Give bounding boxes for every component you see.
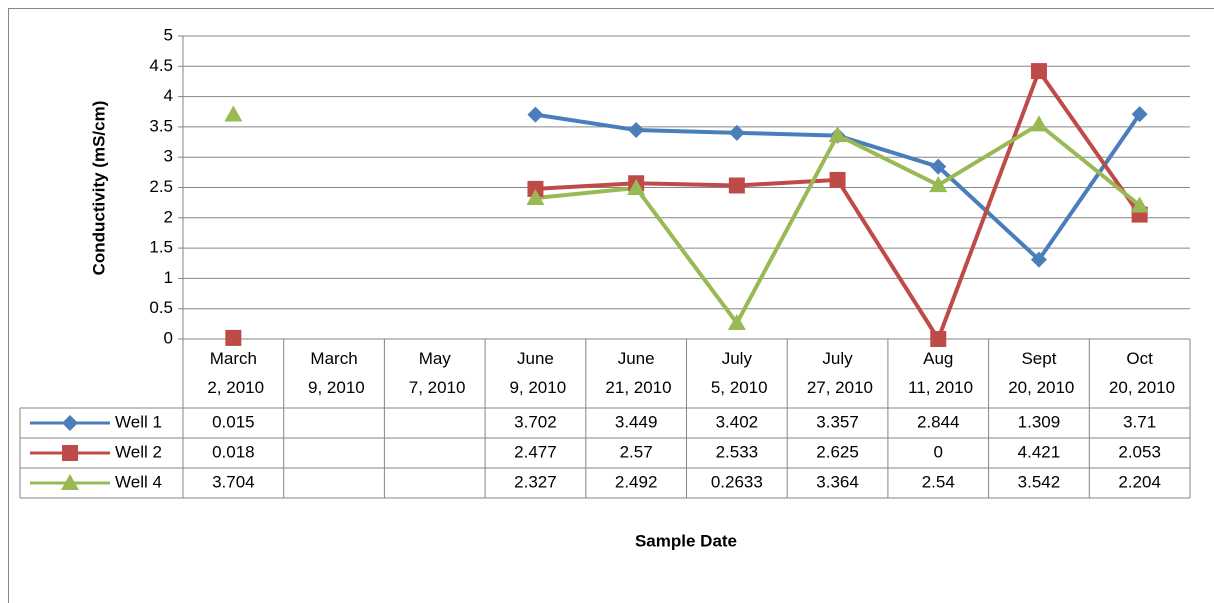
marker [929,176,948,193]
marker [829,171,846,188]
table-value: 0.2633 [711,472,763,491]
y-tick-label: 4.5 [149,56,173,75]
marker [62,445,78,461]
x-axis-title: Sample Date [635,531,737,550]
table-value: 3.357 [816,412,859,431]
marker [828,126,847,143]
marker [1130,196,1149,213]
y-tick-label: 2.5 [149,177,173,196]
y-tick-label: 5 [164,25,173,44]
marker [224,105,243,122]
y-tick-label: 1.5 [149,238,173,257]
x-tick-label: May 7, 2010 [404,349,465,397]
y-axis-title: Conductivity (mS/cm) [89,101,108,276]
x-tick-label: June 21, 2010 [601,349,672,397]
table-value: 3.71 [1123,412,1156,431]
table-value: 3.542 [1018,472,1061,491]
marker [225,329,242,346]
table-value: 2.844 [917,412,960,431]
marker [1030,251,1047,268]
chart-border [8,8,1214,603]
marker [628,121,645,138]
table-value: 2.57 [620,442,653,461]
x-tick-label: March 2, 2010 [203,349,264,397]
x-tick-label: June 9, 2010 [505,349,566,397]
y-tick-label: 3 [164,147,173,166]
marker [62,415,78,431]
table-value: 0.015 [212,412,255,431]
table-value: 4.421 [1018,442,1061,461]
table-value: 2.053 [1118,442,1161,461]
x-tick-label: Oct 20, 2010 [1104,349,1175,397]
marker [526,188,545,205]
table-value: 2.477 [514,442,557,461]
table-value: 2.492 [615,472,658,491]
marker [728,124,745,141]
table-value: 3.449 [615,412,658,431]
legend-label: Well 4 [115,472,162,491]
table-value: 0.018 [212,442,255,461]
table-value: 3.364 [816,472,859,491]
marker [61,474,79,490]
marker [727,314,746,331]
legend-label: Well 1 [115,412,162,431]
y-tick-label: 0 [164,328,173,347]
table-value: 3.702 [514,412,557,431]
table-value: 2.533 [716,442,759,461]
marker [1029,115,1048,132]
y-tick-label: 4 [164,86,173,105]
x-tick-label: March 9, 2010 [303,349,364,397]
table-value: 3.402 [716,412,759,431]
legend-label: Well 2 [115,442,162,461]
table-value: 2.625 [816,442,859,461]
x-tick-label: July 5, 2010 [706,349,767,397]
x-tick-label: Sept 20, 2010 [1003,349,1074,397]
marker [627,178,646,195]
table-value: 2.54 [922,472,955,491]
y-tick-label: 2 [164,207,173,226]
table-value: 2.327 [514,472,557,491]
y-tick-label: 3.5 [149,116,173,135]
table-value: 1.309 [1018,412,1061,431]
y-tick-label: 0.5 [149,298,173,317]
marker [728,177,745,194]
table-value: 3.704 [212,472,255,491]
marker [930,331,947,347]
y-tick-label: 1 [164,268,173,287]
table-value: 2.204 [1118,472,1161,491]
marker [527,106,544,123]
table-value: 0 [934,442,943,461]
marker [527,180,544,197]
marker [930,158,947,175]
marker [1030,63,1047,80]
marker [1131,106,1148,123]
x-tick-label: July 27, 2010 [802,349,873,397]
x-tick-label: Aug 11, 2010 [903,349,973,397]
